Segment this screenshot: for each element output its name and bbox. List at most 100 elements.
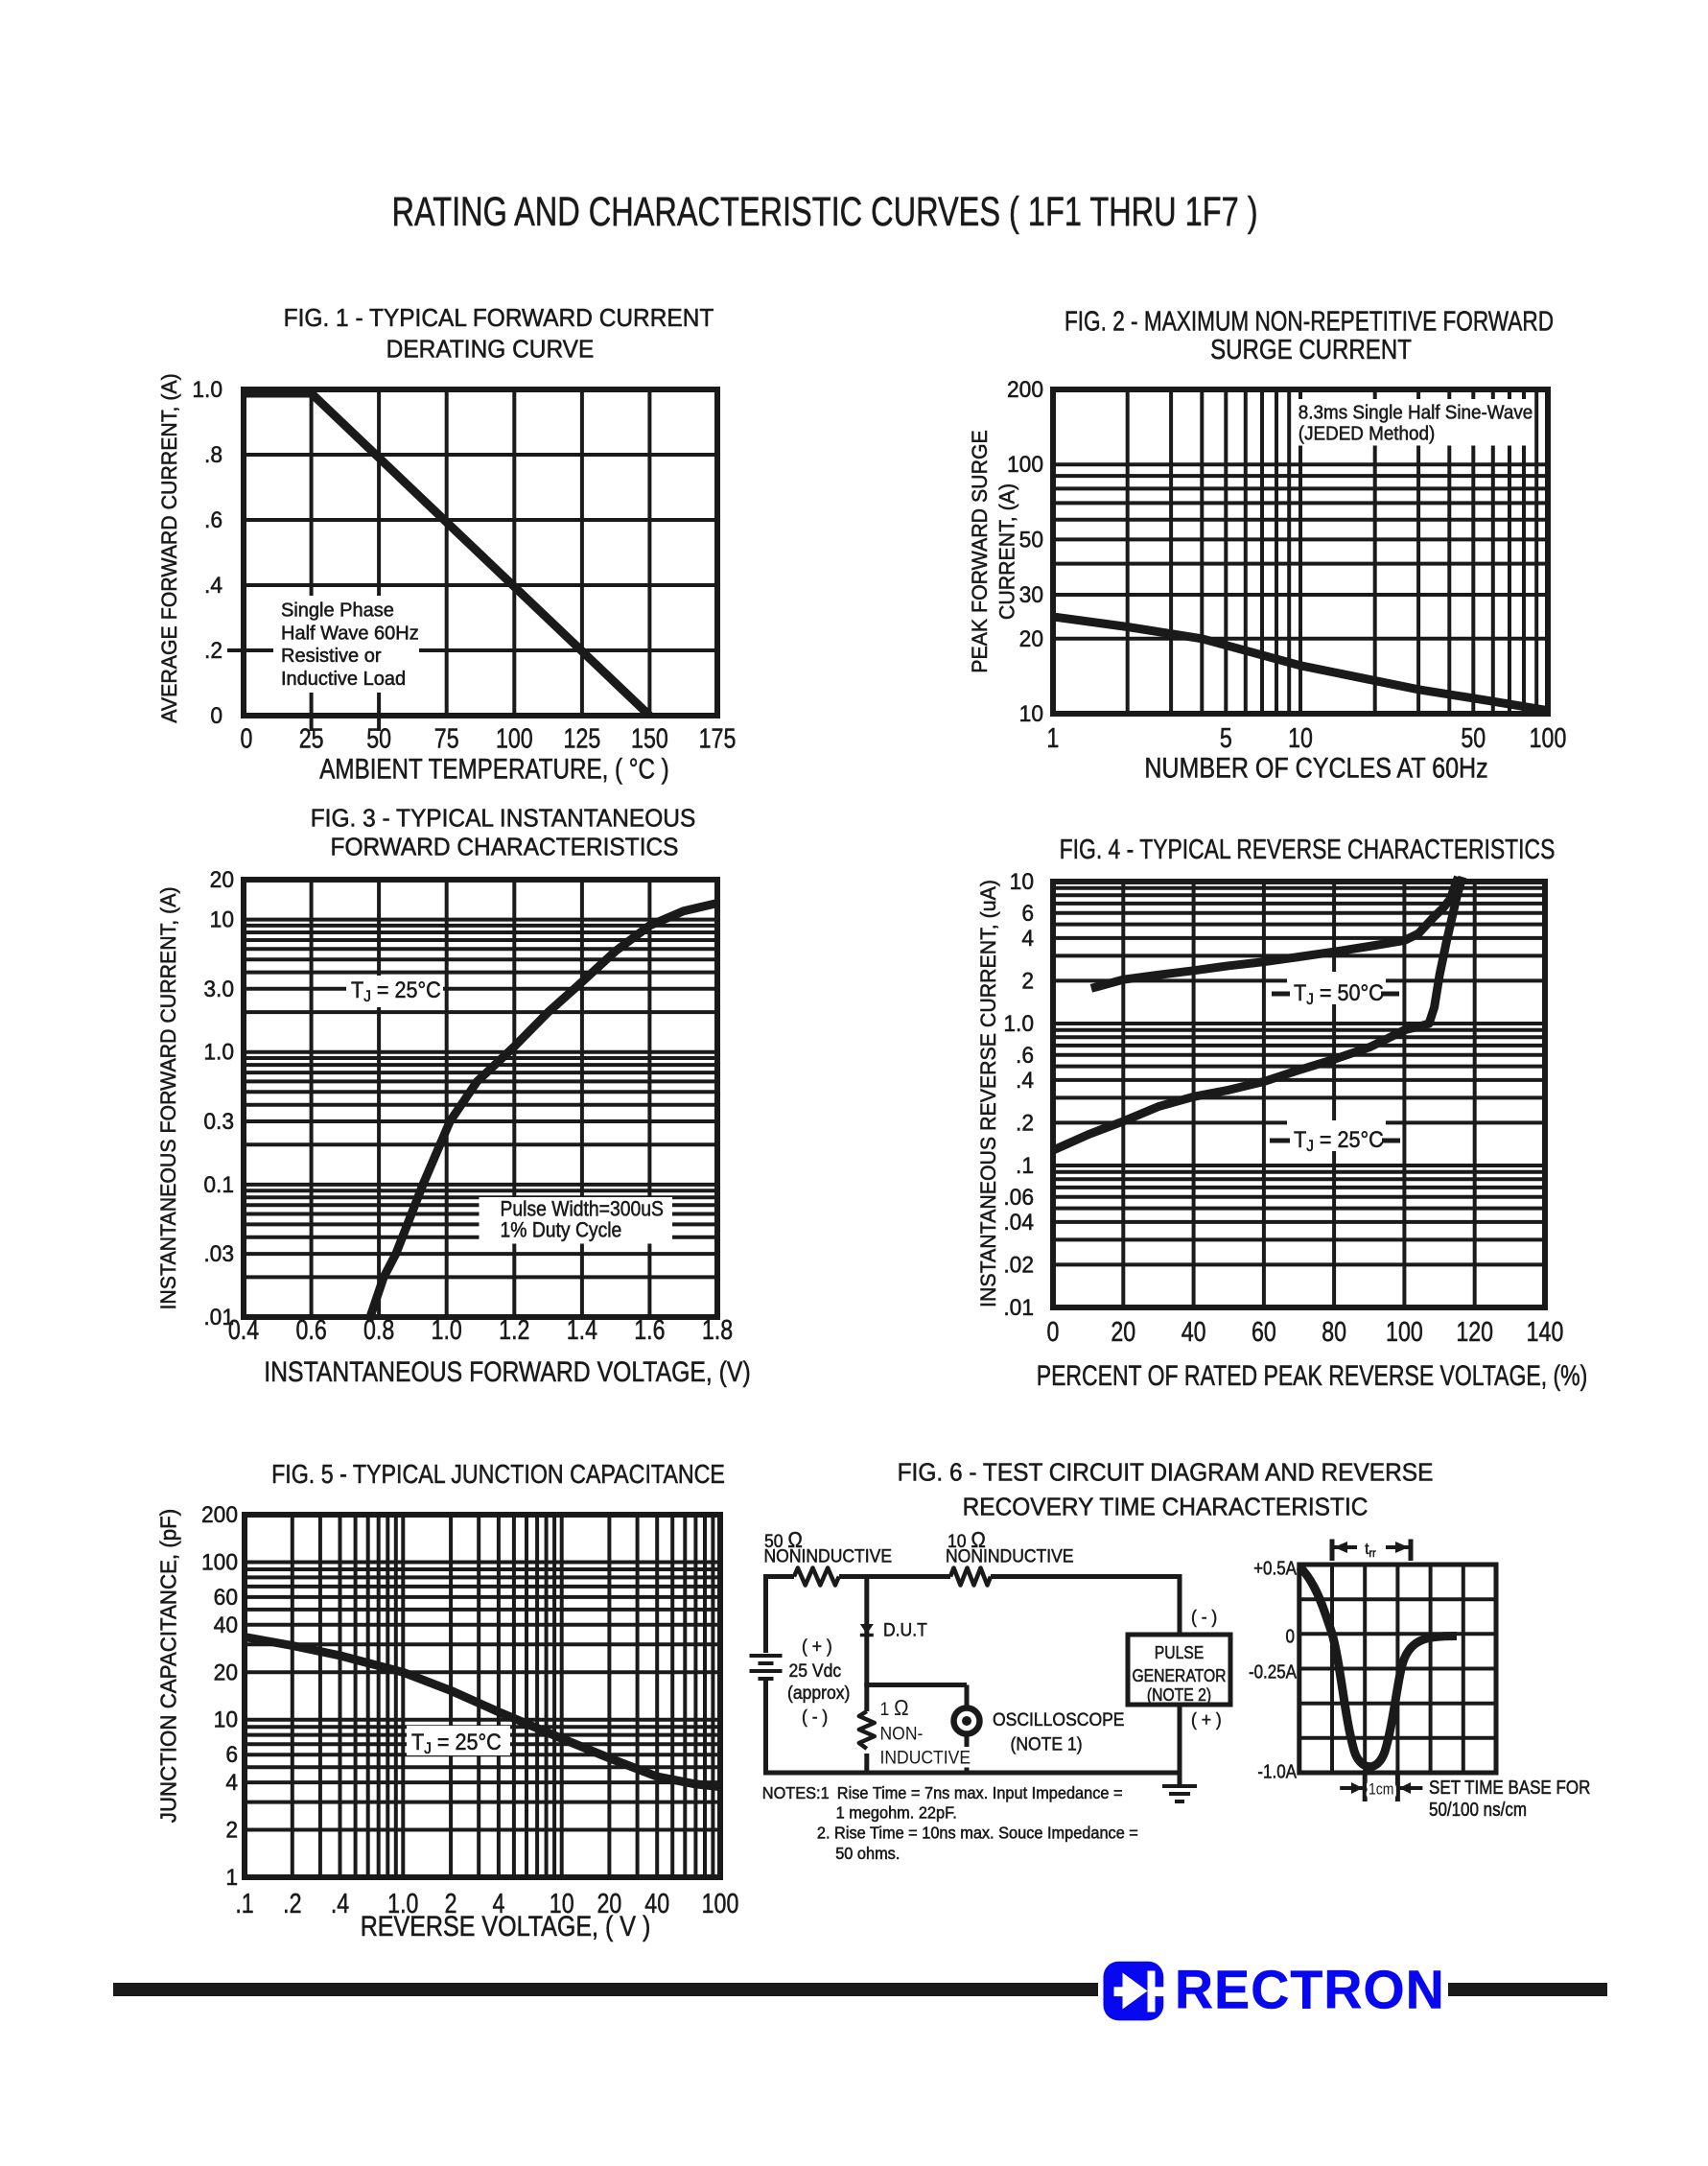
svg-text:10: 10 (1010, 868, 1034, 894)
svg-text:FIG. 6 - TEST CIRCUIT DIAGRAM: FIG. 6 - TEST CIRCUIT DIAGRAM AND REVERS… (898, 1459, 1434, 1487)
svg-text:6: 6 (225, 1742, 238, 1768)
svg-text:PULSE: PULSE (1155, 1642, 1205, 1663)
svg-text:GENERATOR: GENERATOR (1132, 1665, 1226, 1686)
svg-text:RECTRON: RECTRON (1175, 1959, 1445, 2020)
svg-text:(NOTE 1): (NOTE 1) (1011, 1733, 1083, 1754)
svg-text:40: 40 (644, 1887, 669, 1919)
svg-text:1 Ω: 1 Ω (880, 1695, 909, 1720)
svg-text:.1: .1 (235, 1887, 253, 1919)
svg-text:.06: .06 (1003, 1184, 1034, 1210)
svg-text:NOTES:1: NOTES:1 (762, 1784, 830, 1802)
svg-text:AMBIENT TEMPERATURE, ( °C ): AMBIENT TEMPERATURE, ( °C ) (319, 753, 668, 785)
svg-text:.01: .01 (1003, 1294, 1034, 1320)
svg-text:100: 100 (496, 722, 533, 754)
svg-text:2: 2 (445, 1887, 457, 1919)
svg-text:FIG. 1 - TYPICAL FORWARD CURRE: FIG. 1 - TYPICAL FORWARD CURRENT (284, 305, 714, 333)
svg-text:10: 10 (1019, 700, 1043, 726)
svg-text:Resistive or: Resistive or (281, 646, 382, 667)
svg-text:Single Phase: Single Phase (281, 600, 394, 622)
svg-text:0: 0 (241, 722, 253, 754)
svg-text:.2: .2 (204, 637, 222, 663)
svg-text:FIG. 2 - MAXIMUM NON-REPETITIV: FIG. 2 - MAXIMUM NON-REPETITIVE FORWARD (1065, 305, 1554, 337)
svg-text:20: 20 (210, 866, 234, 892)
svg-text:JUNCTION CAPACITANCE, (pF): JUNCTION CAPACITANCE, (pF) (155, 1509, 180, 1823)
svg-text:1% Duty Cycle: 1% Duty Cycle (501, 1218, 622, 1242)
svg-text:DERATING CURVE: DERATING CURVE (386, 336, 595, 364)
svg-text:40: 40 (1182, 1315, 1206, 1347)
svg-text:4: 4 (225, 1770, 238, 1796)
svg-text:Pulse Width=300uS: Pulse Width=300uS (501, 1197, 664, 1221)
svg-text:10: 10 (550, 1887, 574, 1919)
svg-text:8.3ms Single Half Sine-Wave: 8.3ms Single Half Sine-Wave (1299, 402, 1533, 424)
svg-text:50/100 ns/cm: 50/100 ns/cm (1429, 1799, 1527, 1821)
svg-text:60: 60 (214, 1584, 238, 1610)
svg-text:+0.5A: +0.5A (1253, 1557, 1297, 1579)
svg-text:D.U.T: D.U.T (883, 1619, 927, 1640)
svg-text:( + ): ( + ) (802, 1636, 832, 1657)
svg-text:1.0: 1.0 (432, 1313, 462, 1345)
svg-text:80: 80 (1322, 1315, 1346, 1347)
svg-text:100: 100 (1530, 721, 1567, 753)
svg-text:.6: .6 (1016, 1042, 1034, 1068)
svg-text:10: 10 (214, 1707, 238, 1732)
svg-text:200: 200 (201, 1501, 238, 1527)
svg-text:3.0: 3.0 (203, 976, 234, 1001)
svg-text:50: 50 (366, 722, 391, 754)
svg-text:.01: .01 (203, 1304, 234, 1330)
svg-text:140: 140 (1527, 1315, 1564, 1347)
svg-text:0: 0 (210, 702, 222, 728)
svg-text:175: 175 (699, 722, 737, 754)
svg-text:INDUCTIVE: INDUCTIVE (880, 1747, 971, 1768)
svg-text:0.3: 0.3 (203, 1108, 234, 1134)
svg-text:120: 120 (1456, 1315, 1493, 1347)
svg-text:150: 150 (631, 722, 668, 754)
svg-text:RATING AND CHARACTERISTIC CURV: RATING AND CHARACTERISTIC CURVES ( 1F1 T… (391, 190, 1257, 235)
svg-text:100: 100 (1386, 1315, 1423, 1347)
svg-text:2. Rise Time = 10ns max. Souce: 2. Rise Time = 10ns max. Souce Impedance… (817, 1824, 1138, 1842)
svg-text:FIG. 4 - TYPICAL REVERSE CHARA: FIG. 4 - TYPICAL REVERSE CHARACTERISTICS (1060, 833, 1556, 864)
svg-text:.4: .4 (331, 1887, 349, 1919)
svg-text:NUMBER OF CYCLES AT 60Hz: NUMBER OF CYCLES AT 60Hz (1144, 752, 1487, 784)
svg-text:1: 1 (225, 1864, 238, 1890)
svg-text:1.0: 1.0 (1003, 1010, 1034, 1036)
svg-text:Half Wave 60Hz: Half Wave 60Hz (281, 623, 419, 644)
svg-text:FIG. 5 - TYPICAL JUNCTION CAPA: FIG. 5 - TYPICAL JUNCTION CAPACITANCE (271, 1460, 725, 1489)
svg-text:50 Ω: 50 Ω (764, 1527, 803, 1552)
svg-text:2: 2 (225, 1817, 238, 1843)
svg-text:0: 0 (1286, 1625, 1295, 1647)
svg-text:NON-: NON- (880, 1723, 924, 1744)
svg-text:TJ = 25°C: TJ = 25°C (411, 1729, 502, 1757)
svg-text:4: 4 (492, 1887, 504, 1919)
svg-text:.04: .04 (1003, 1209, 1034, 1235)
svg-text:.4: .4 (1016, 1067, 1034, 1093)
svg-text:25: 25 (299, 722, 324, 754)
svg-text:20: 20 (214, 1660, 238, 1685)
svg-text:10: 10 (1288, 721, 1313, 753)
svg-text:PEAK FORWARD SURGE: PEAK FORWARD SURGE (968, 430, 992, 673)
svg-text:10: 10 (210, 906, 234, 932)
svg-text:(NOTE 2): (NOTE 2) (1147, 1684, 1211, 1706)
svg-text:PERCENT OF RATED PEAK REVERSE: PERCENT OF RATED PEAK REVERSE VOLTAGE, (… (1037, 1359, 1588, 1391)
svg-text:FORWARD CHARACTERISTICS: FORWARD CHARACTERISTICS (331, 834, 679, 861)
svg-text:0.8: 0.8 (363, 1313, 394, 1345)
svg-text:SURGE CURRENT: SURGE CURRENT (1210, 334, 1412, 365)
svg-text:-1.0A: -1.0A (1257, 1760, 1297, 1782)
svg-text:1.0: 1.0 (203, 1039, 234, 1065)
svg-text:60: 60 (1252, 1315, 1276, 1347)
svg-text:1 megohm. 22pF.: 1 megohm. 22pF. (836, 1803, 957, 1822)
svg-text:OSCILLOSCOPE: OSCILLOSCOPE (993, 1708, 1125, 1730)
svg-text:AVERAGE FORWARD CURRENT, (A): AVERAGE FORWARD CURRENT, (A) (157, 373, 181, 723)
svg-text:20: 20 (597, 1887, 622, 1919)
svg-text:.2: .2 (1016, 1110, 1034, 1136)
svg-text:4: 4 (1021, 925, 1034, 951)
svg-text:75: 75 (434, 722, 459, 754)
svg-text:100: 100 (1007, 452, 1043, 478)
svg-text:.4: .4 (204, 572, 222, 598)
svg-text:CURRENT, (A): CURRENT, (A) (994, 483, 1018, 620)
svg-text:0: 0 (1047, 1315, 1060, 1347)
svg-text:(approx): (approx) (787, 1682, 850, 1703)
svg-text:1.0: 1.0 (387, 1887, 418, 1919)
svg-text:200: 200 (1007, 376, 1043, 402)
svg-text:50 ohms.: 50 ohms. (835, 1845, 900, 1863)
svg-text:NONINDUCTIVE: NONINDUCTIVE (764, 1545, 893, 1566)
